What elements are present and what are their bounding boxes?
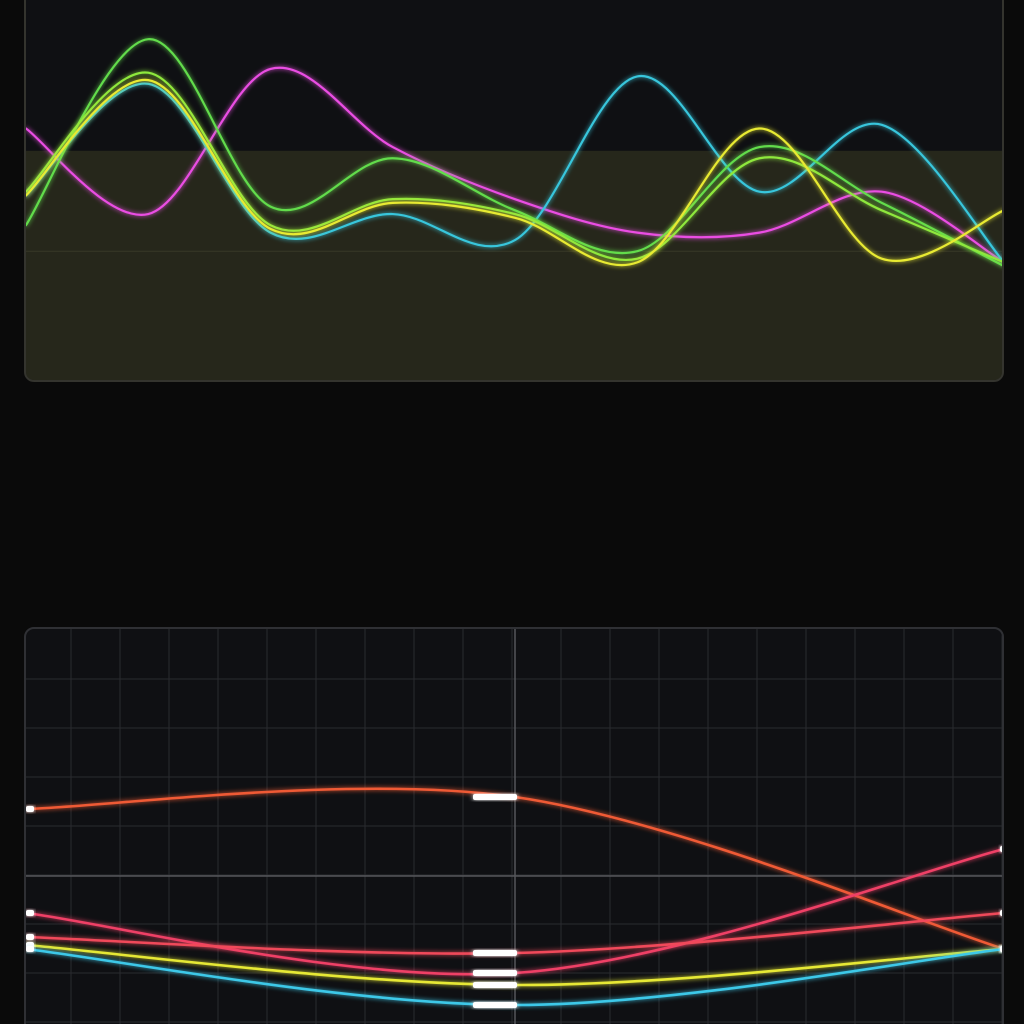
highlight-band [26, 150, 1002, 380]
keyframe-marker[interactable] [473, 1002, 517, 1008]
keyframe-marker[interactable] [473, 794, 517, 800]
keyframe-marker[interactable] [1000, 846, 1004, 852]
series-line-4 [26, 71, 1002, 263]
keyframe-marker[interactable] [26, 910, 34, 916]
keyframe-marker[interactable] [1000, 910, 1004, 916]
keyframe-marker[interactable] [473, 970, 517, 976]
wave-chart-panel [24, 0, 1004, 382]
series-line-2 [26, 75, 1002, 262]
transition-chart-panel [24, 627, 1004, 1024]
keyframe-marker[interactable] [26, 934, 34, 940]
series-line-3 [26, 38, 1002, 267]
keyframe-marker[interactable] [26, 806, 34, 812]
keyframe-marker[interactable] [1000, 946, 1004, 952]
series-line-1 [26, 66, 1002, 263]
grid [26, 629, 1002, 1024]
transition-chart [26, 629, 1004, 1024]
wave-chart [26, 38, 1002, 380]
keyframe-marker[interactable] [473, 982, 517, 988]
series-line-5 [26, 79, 1002, 267]
keyframe-marker[interactable] [473, 950, 517, 956]
keyframe-marker[interactable] [26, 946, 34, 952]
